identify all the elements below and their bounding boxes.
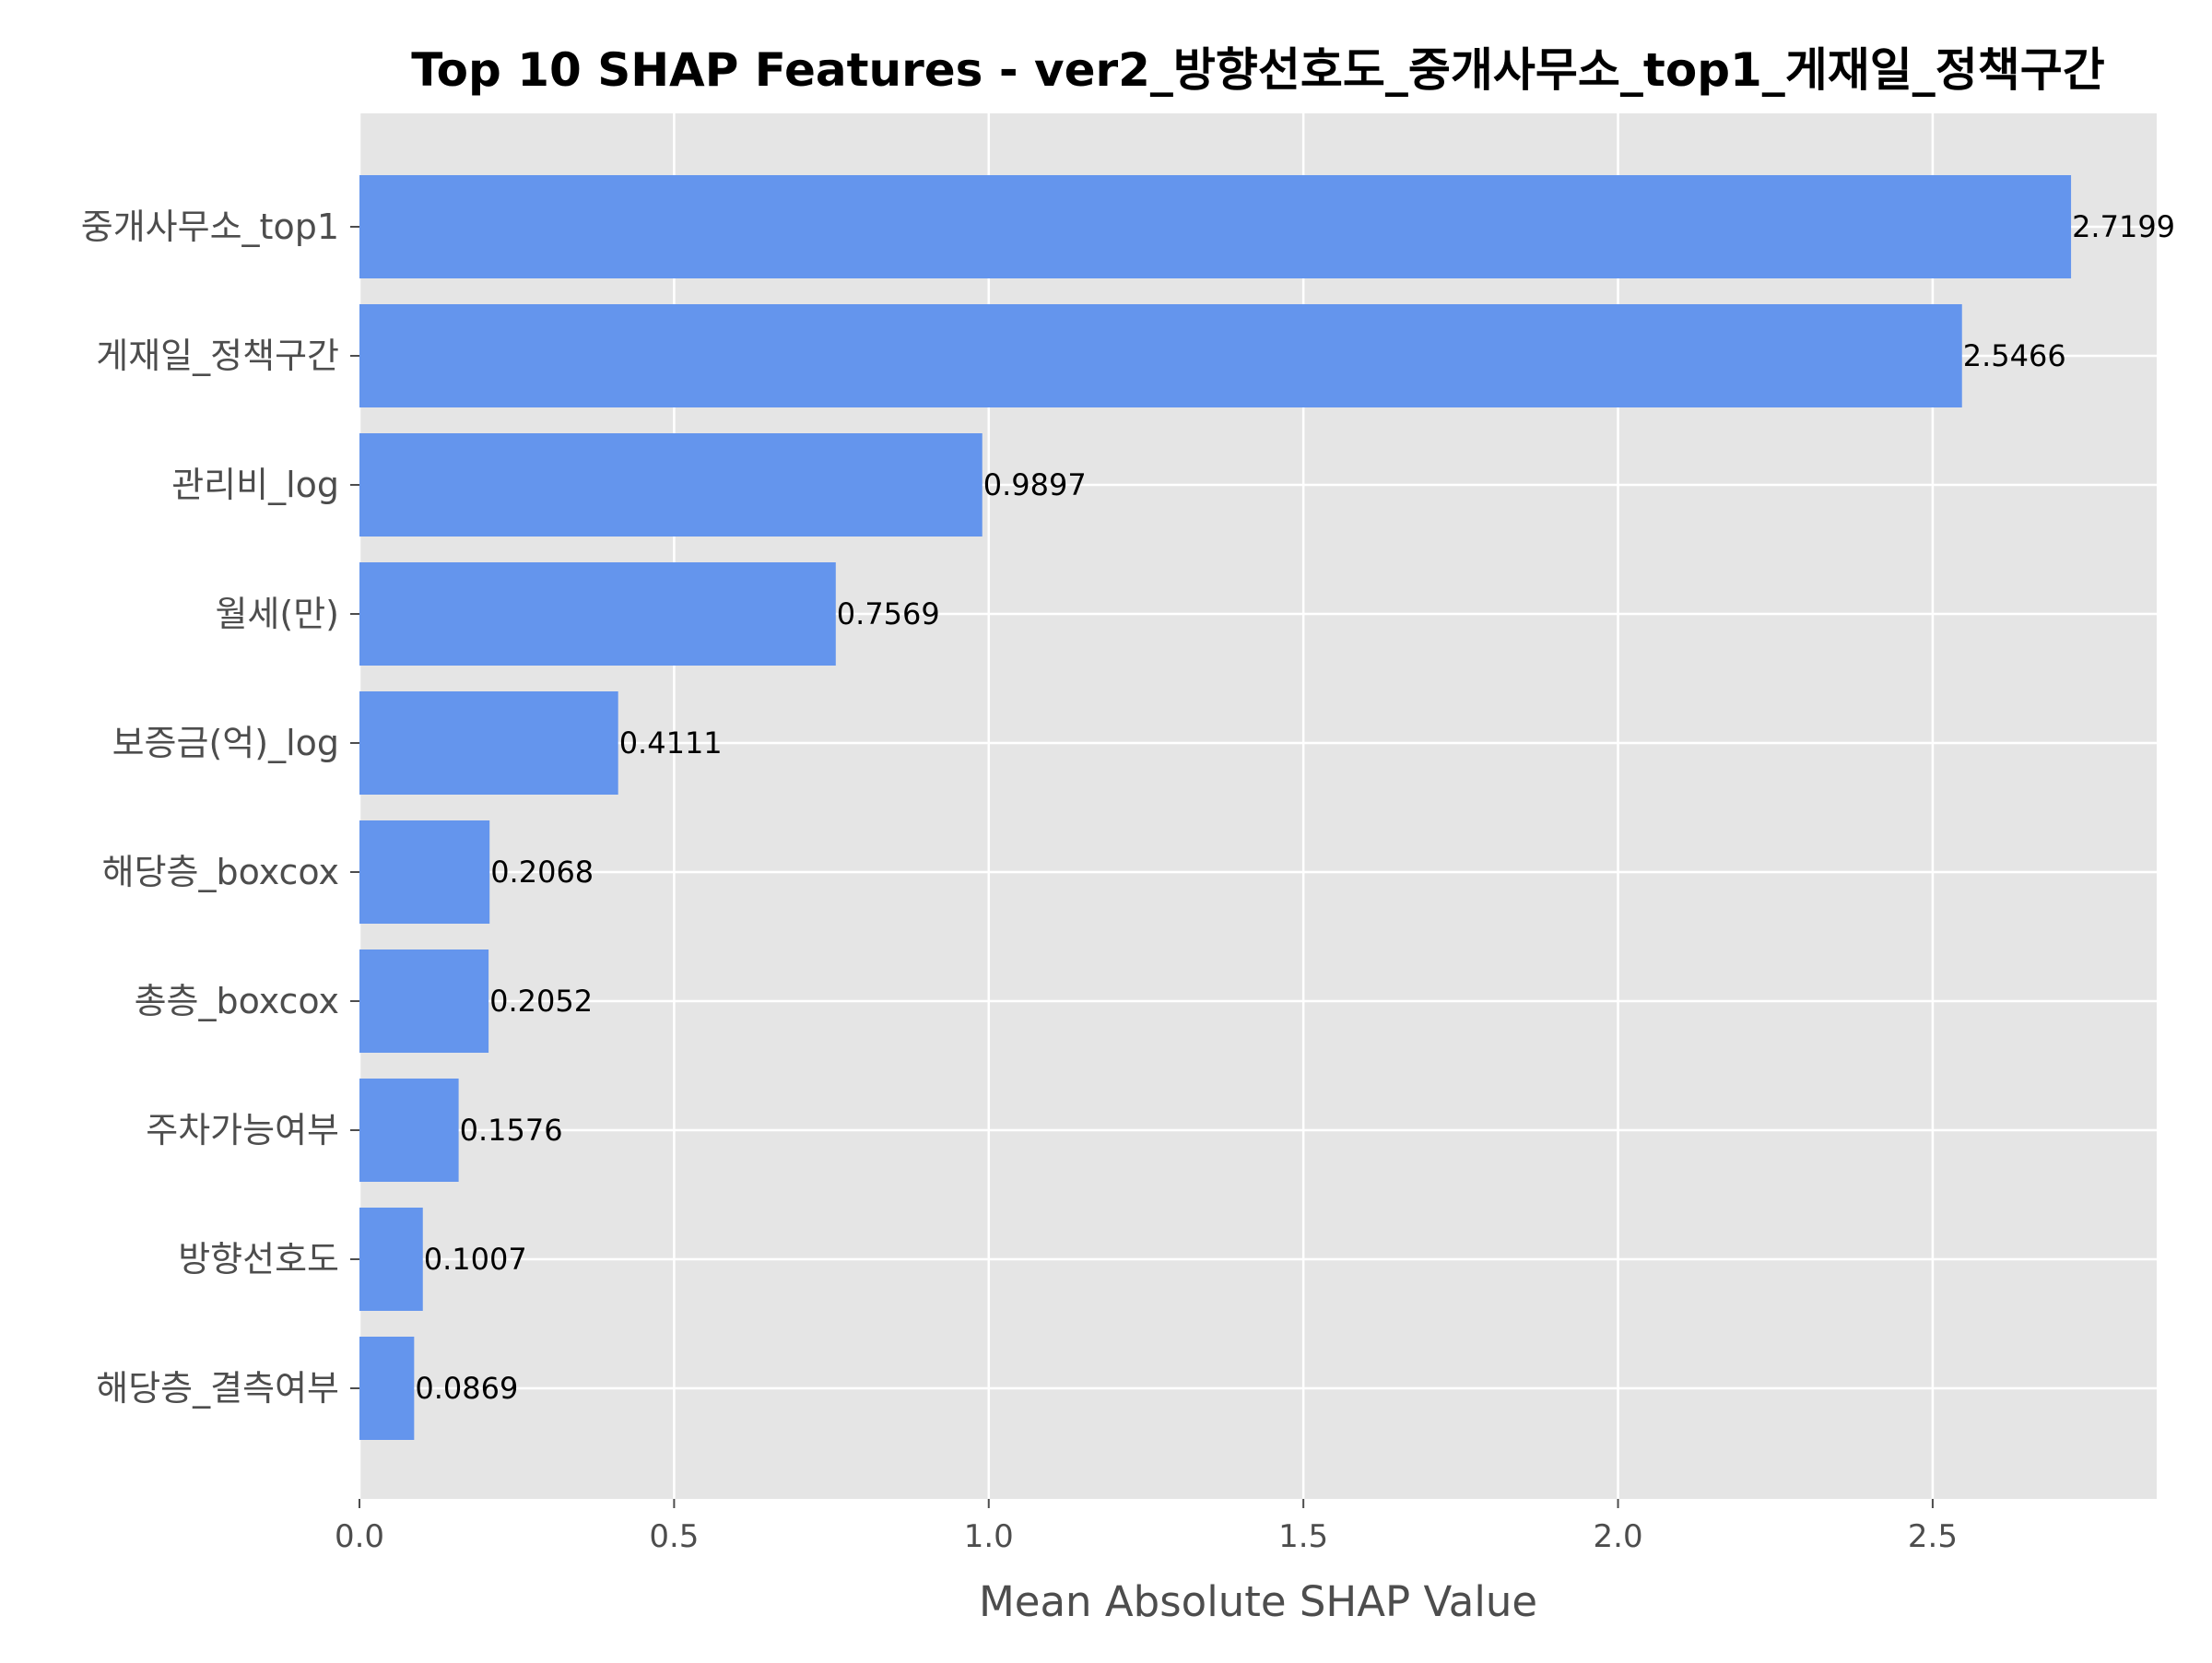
value-labels: 2.7199 2.5466 0.9897 0.7569 0.4111 0.2068 0.20… (415, 209, 2175, 1406)
x-tick-label: 2.5 (1908, 1518, 1958, 1555)
y-tick-label: 관리비_log (171, 465, 339, 505)
x-axis: 0.0 0.5 1.0 1.5 2.0 2.5 (335, 1499, 1958, 1555)
bar-value-label: 0.9897 (983, 467, 1087, 502)
x-tick-label: 0.0 (335, 1518, 384, 1555)
y-tick-label: 보증금(억)_log (112, 723, 339, 763)
y-tick-label: 주차가능여부 (146, 1110, 339, 1150)
bar (359, 1079, 459, 1182)
bar-value-label: 0.0869 (415, 1371, 518, 1406)
bar (359, 691, 618, 795)
bars (359, 175, 2072, 1440)
bar (359, 949, 489, 1053)
x-tick-label: 2.0 (1594, 1518, 1643, 1555)
bar (359, 433, 982, 537)
bar-value-label: 0.1007 (424, 1242, 527, 1277)
y-tick-label: 총층_boxcox (135, 981, 339, 1021)
y-tick-label: 월세(만) (215, 594, 339, 634)
bar (359, 1337, 415, 1440)
bar (359, 562, 836, 666)
bar-value-label: 0.2068 (490, 855, 594, 890)
bar-value-label: 2.5466 (1963, 338, 2066, 373)
bar-value-label: 0.2052 (489, 984, 593, 1019)
bar-value-label: 0.7569 (837, 596, 940, 631)
y-tick-label: 해당층_boxcox (102, 852, 339, 892)
bar (359, 304, 1962, 407)
bar (359, 820, 490, 924)
bar (359, 175, 2072, 278)
y-tick-label: 중개사무소_top1 (81, 206, 339, 247)
chart-title: Top 10 SHAP Features - ver2_방향선호도_중개사무소_… (411, 43, 2105, 97)
x-axis-label: Mean Absolute SHAP Value (979, 1577, 1537, 1626)
x-tick-label: 1.0 (964, 1518, 1014, 1555)
y-tick-label: 방향선호도 (178, 1239, 339, 1280)
bar-value-label: 0.1576 (460, 1113, 563, 1148)
x-tick-label: 1.5 (1278, 1518, 1328, 1555)
bar (359, 1208, 423, 1311)
x-tick-label: 0.5 (649, 1518, 699, 1555)
y-tick-label: 해당층_결측여부 (96, 1368, 339, 1409)
y-tick-label: 게재일_정책구간 (96, 336, 339, 376)
bar-value-label: 2.7199 (2072, 209, 2175, 244)
bar-value-label: 0.4111 (619, 725, 723, 761)
